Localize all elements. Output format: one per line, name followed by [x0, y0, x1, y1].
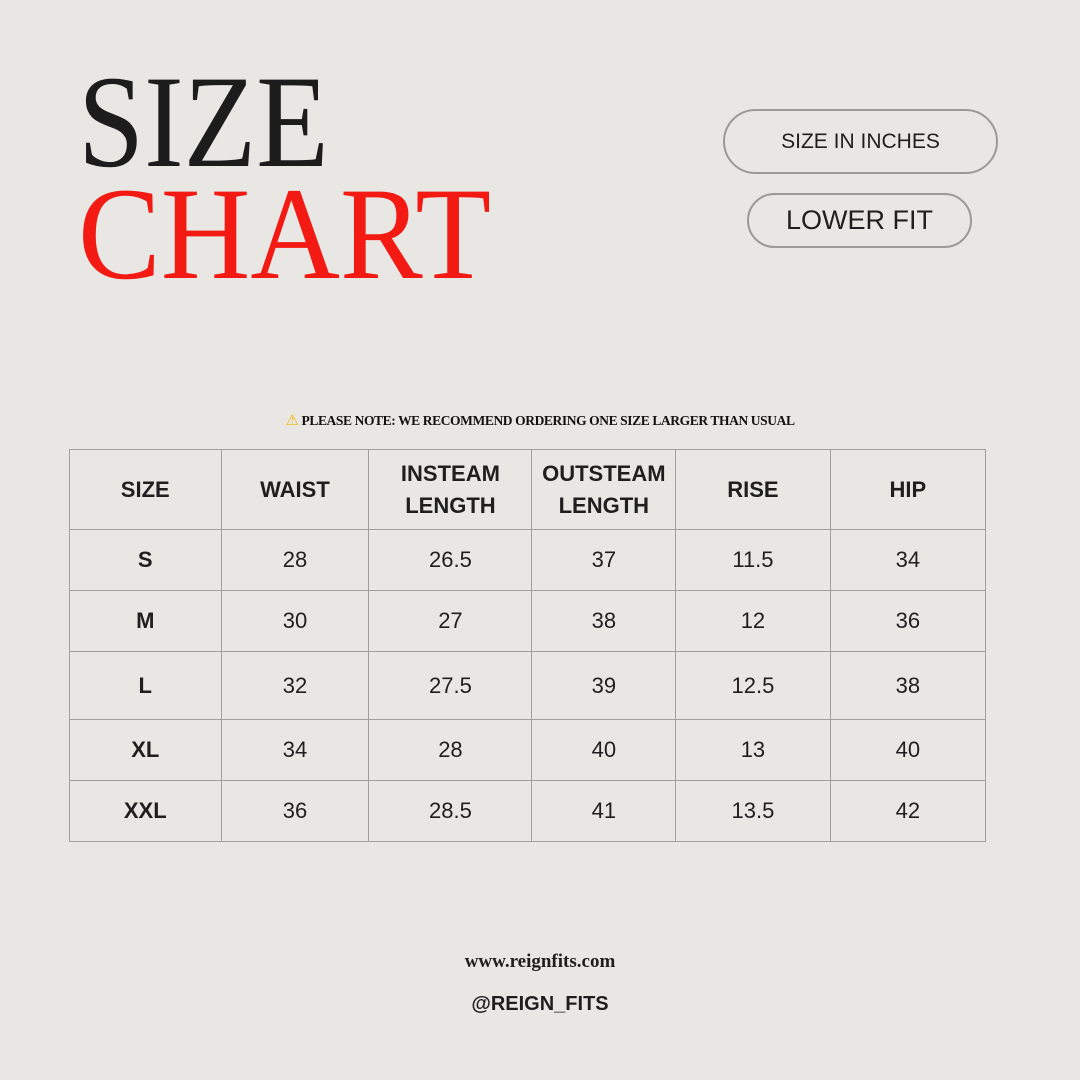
- value-cell: 28.5: [368, 780, 533, 842]
- note-text: PLEASE NOTE: WE RECOMMEND ORDERING ONE S…: [301, 413, 795, 428]
- title-chart: CHART: [78, 160, 492, 307]
- value-cell: 40: [829, 719, 987, 781]
- value-cell: 38: [829, 651, 987, 720]
- value-cell: 13: [675, 719, 831, 781]
- social-handle[interactable]: @REIGN_FITS: [471, 993, 609, 1015]
- size-cell: L: [69, 651, 222, 720]
- value-cell: 37: [531, 529, 677, 591]
- value-cell: 40: [531, 719, 677, 781]
- column-header: HIP: [829, 449, 987, 530]
- units-badge: SIZE IN INCHES: [723, 109, 998, 174]
- note: ⚠ PLEASE NOTE: WE RECOMMEND ORDERING ONE …: [0, 411, 1080, 429]
- column-header: OUTSTEAM LENGTH: [531, 449, 677, 530]
- value-cell: 28: [368, 719, 533, 781]
- table-row: S 28 26.5 37 11.5 34: [69, 529, 987, 591]
- table-row: M 30 27 38 12 36: [69, 590, 987, 652]
- value-cell: 39: [531, 651, 677, 720]
- value-cell: 27.5: [368, 651, 533, 720]
- size-cell: XL: [69, 719, 222, 781]
- table-row: XL 34 28 40 13 40: [69, 719, 987, 781]
- fit-badge: LOWER FIT: [747, 193, 972, 248]
- table-row: XXL 36 28.5 41 13.5 42: [69, 780, 987, 842]
- size-cell: XXL: [69, 780, 222, 842]
- value-cell: 32: [220, 651, 370, 720]
- table-row: L 32 27.5 39 12.5 38: [69, 651, 987, 720]
- value-cell: 36: [220, 780, 370, 842]
- size-table: SIZE WAIST INSTEAM LENGTH OUTSTEAM LENGTH RI…: [69, 449, 987, 842]
- column-header: SIZE: [69, 449, 222, 530]
- column-header: INSTEAM LENGTH: [368, 449, 533, 530]
- title-size: SIZE: [78, 48, 329, 195]
- value-cell: 12.5: [675, 651, 831, 720]
- value-cell: 34: [220, 719, 370, 781]
- value-cell: 13.5: [675, 780, 831, 842]
- value-cell: 38: [531, 590, 677, 652]
- value-cell: 11.5: [675, 529, 831, 591]
- column-header: RISE: [675, 449, 831, 530]
- value-cell: 34: [829, 529, 987, 591]
- column-header: WAIST: [220, 449, 370, 530]
- value-cell: 30: [220, 590, 370, 652]
- table-header-row: SIZE WAIST INSTEAM LENGTH OUTSTEAM LENGTH RI…: [69, 449, 987, 530]
- size-cell: M: [69, 590, 222, 652]
- warning-icon: ⚠: [285, 411, 299, 429]
- value-cell: 41: [531, 780, 677, 842]
- value-cell: 36: [829, 590, 987, 652]
- value-cell: 12: [675, 590, 831, 652]
- size-cell: S: [69, 529, 222, 591]
- value-cell: 42: [829, 780, 987, 842]
- value-cell: 28: [220, 529, 370, 591]
- website-link[interactable]: www.reignfits.com: [464, 951, 616, 972]
- value-cell: 26.5: [368, 529, 533, 591]
- value-cell: 27: [368, 590, 533, 652]
